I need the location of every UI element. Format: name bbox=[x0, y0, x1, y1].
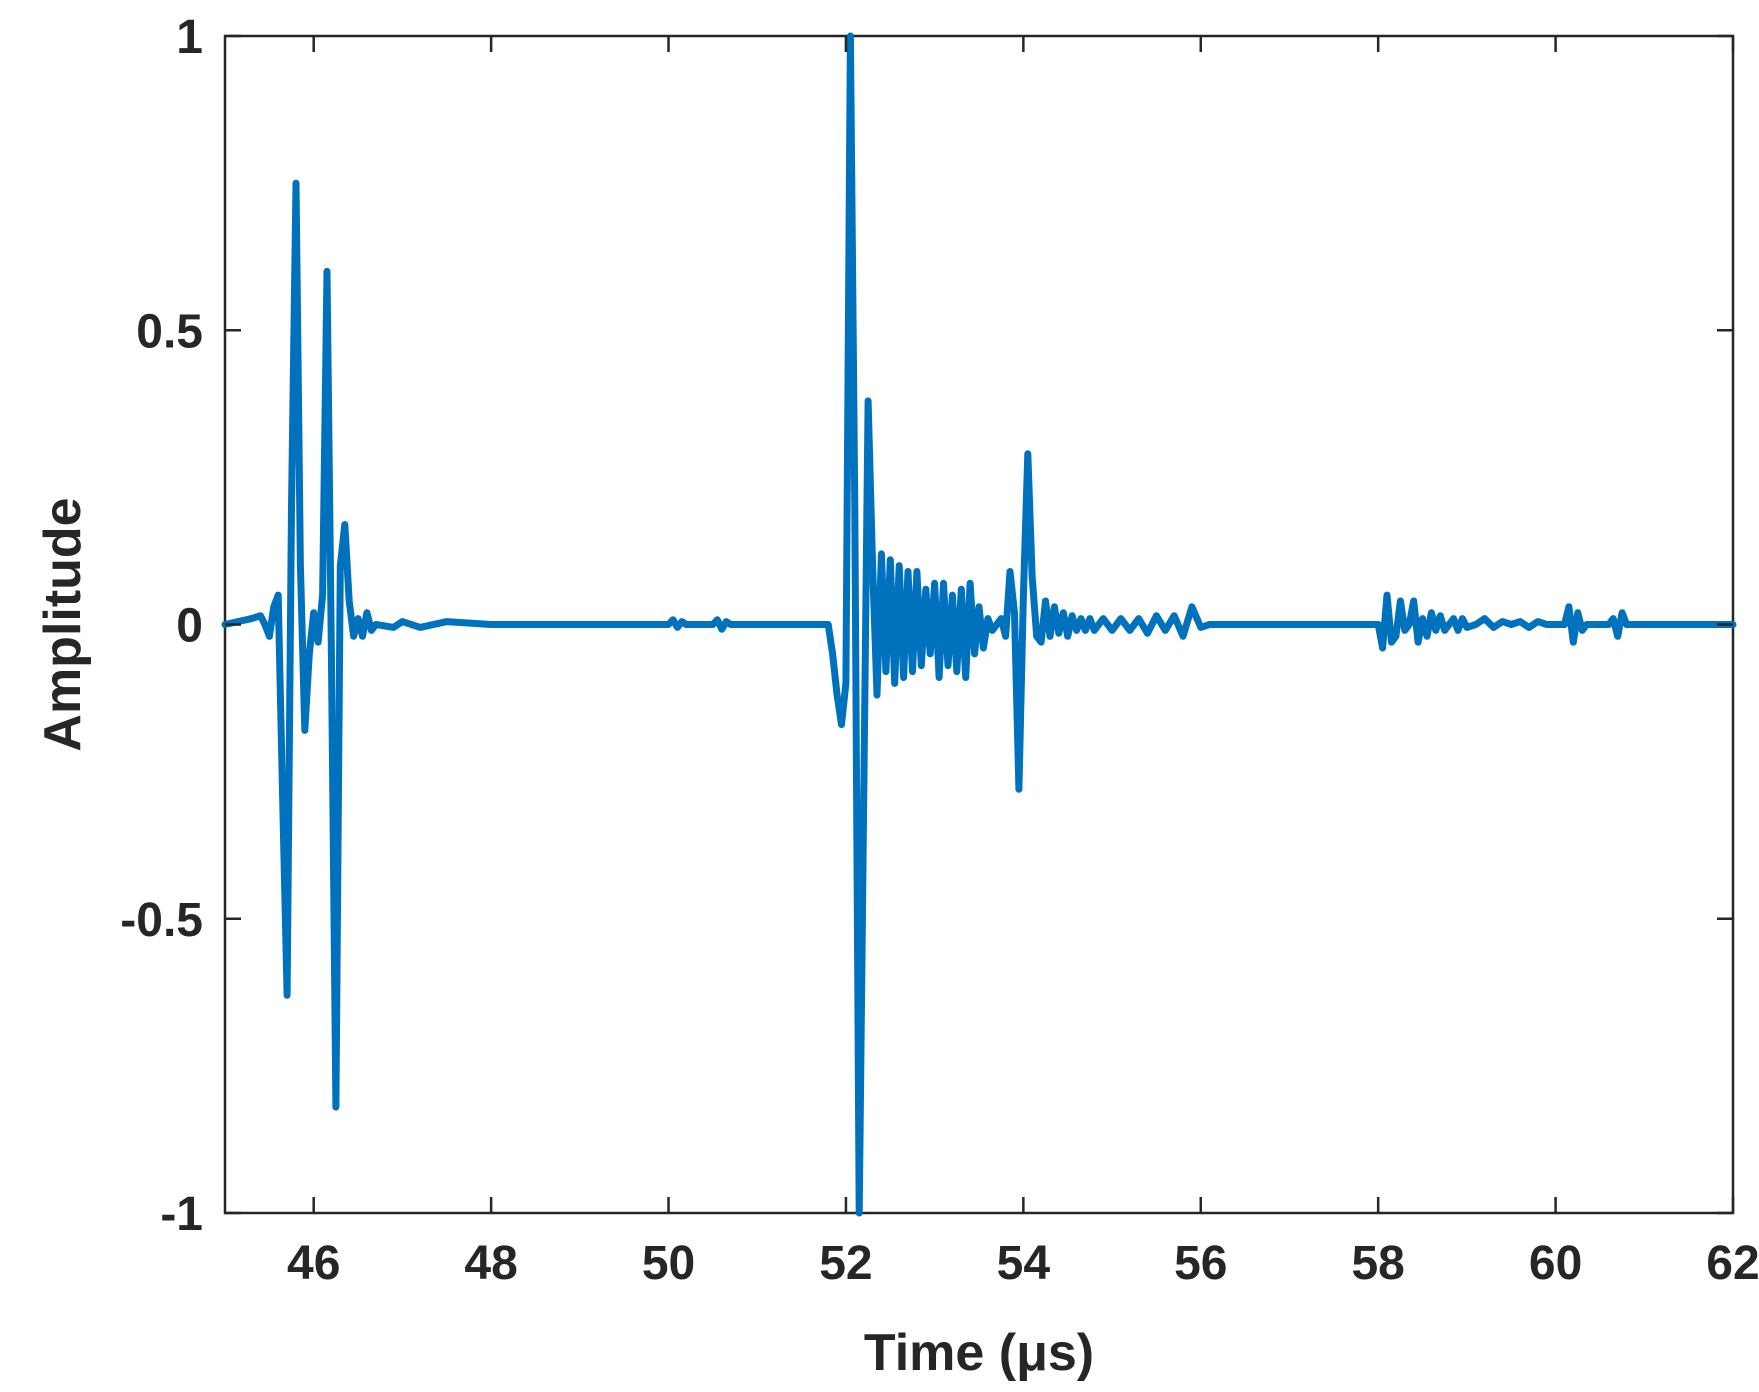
x-tick-label: 58 bbox=[1351, 1237, 1404, 1290]
x-tick-label: 52 bbox=[819, 1237, 872, 1290]
y-tick-label: 0 bbox=[176, 600, 203, 653]
series-line-0 bbox=[221, 32, 1737, 1217]
x-tick-label: 54 bbox=[997, 1237, 1051, 1290]
x-tick-label: 48 bbox=[464, 1237, 517, 1290]
ticks-layer: 46 48 50 52 54 56 58 60 62 -1 -0.5 0 0.5 1 bbox=[120, 11, 1759, 1290]
y-axis-label: Amplitude bbox=[34, 497, 92, 751]
x-tick-label: 56 bbox=[1174, 1237, 1227, 1290]
series-layer bbox=[221, 32, 1737, 1217]
x-tick-label: 60 bbox=[1529, 1237, 1582, 1290]
y-tick-label: -1 bbox=[160, 1188, 203, 1241]
y-tick-label: 1 bbox=[176, 11, 203, 64]
y-tick-label: -0.5 bbox=[120, 894, 203, 947]
x-axis-label: Time (μs) bbox=[864, 1324, 1094, 1382]
x-tick-label: 50 bbox=[642, 1237, 695, 1290]
x-tick-label: 46 bbox=[287, 1237, 340, 1290]
x-tick-label: 62 bbox=[1706, 1237, 1759, 1290]
y-tick-label: 0.5 bbox=[136, 305, 203, 358]
